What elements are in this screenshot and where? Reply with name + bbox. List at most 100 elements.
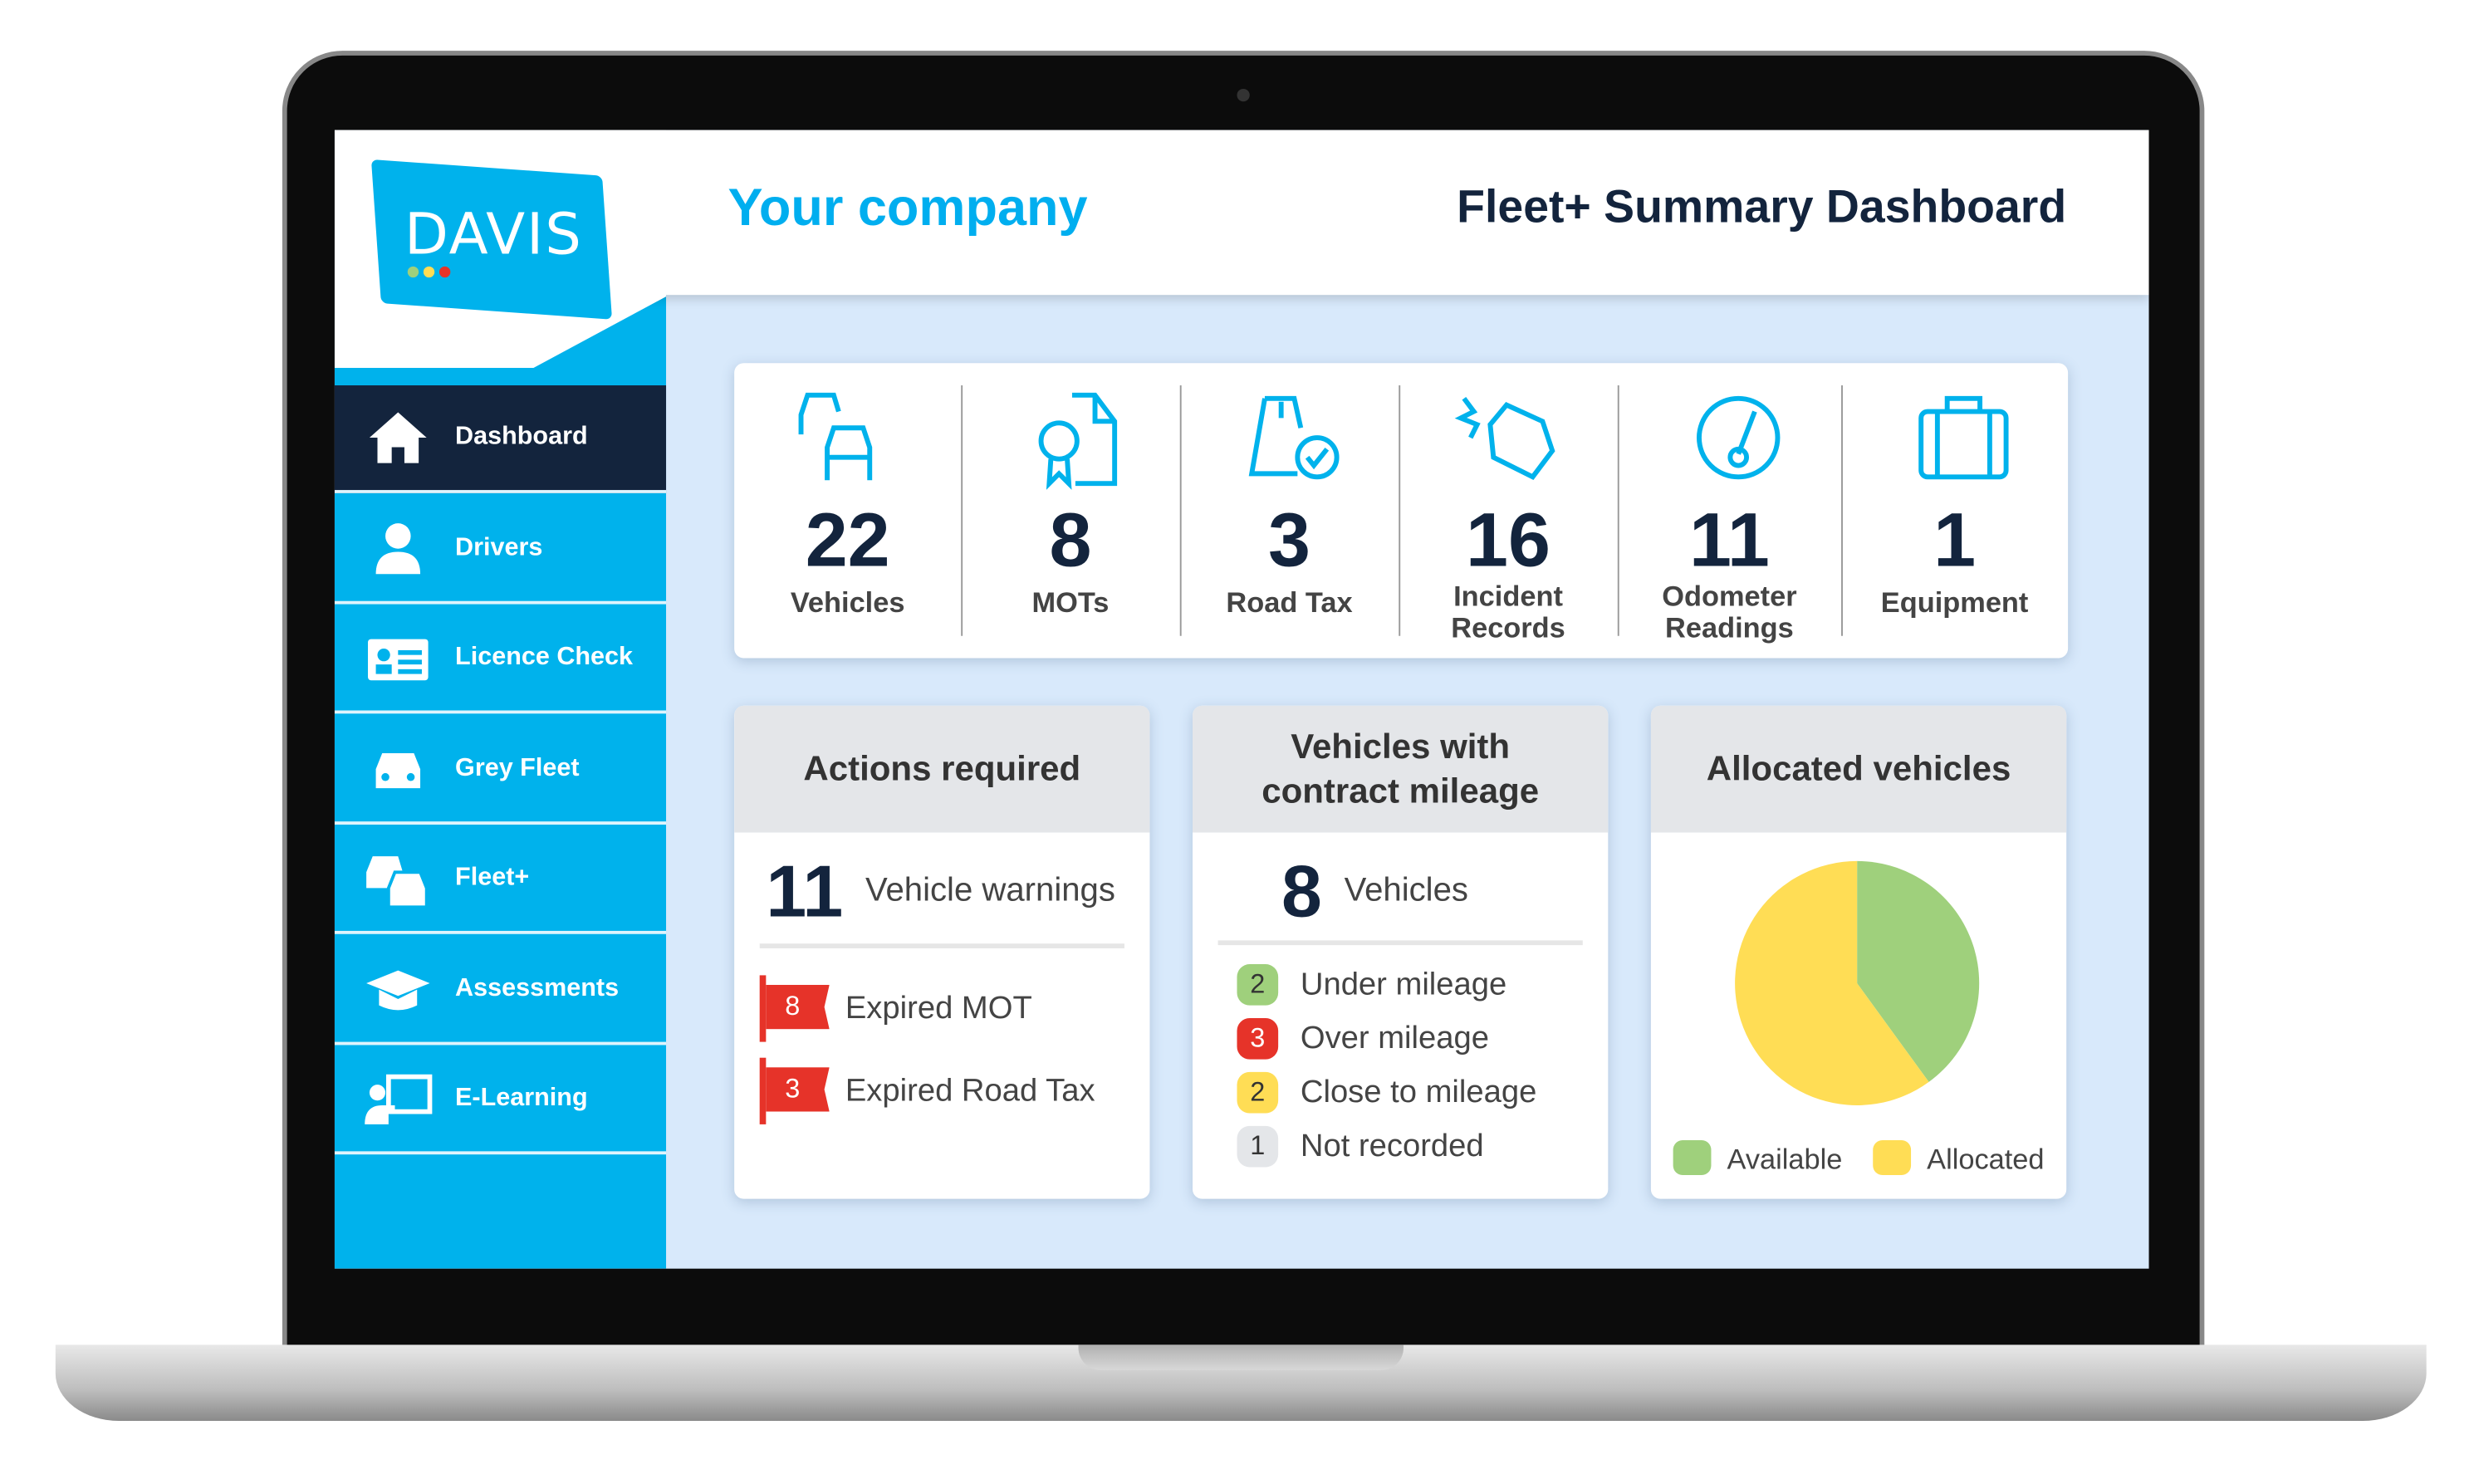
count-badge: 1 [1237, 1125, 1279, 1168]
warnings-label: Vehicle warnings [865, 872, 1115, 909]
stat-value: 1 [1933, 499, 1977, 584]
mileage-title: Vehicles with contract mileage [1193, 705, 1609, 833]
stat-label: Vehicles [790, 586, 905, 619]
divider [759, 943, 1124, 948]
briefcase-icon [1918, 395, 2008, 480]
mileage-item[interactable]: 1 Not recorded [1237, 1119, 1608, 1173]
mileage-label: Not recorded [1300, 1128, 1484, 1163]
divider [1179, 385, 1182, 636]
mileage-card: Vehicles with contract mileage 8 Vehicles … [1193, 705, 1609, 1199]
warnings-count: 11 [766, 850, 844, 933]
sidebar-item-label: Licence Check [455, 644, 634, 671]
cars-icon [366, 856, 429, 909]
home-icon [369, 412, 427, 463]
mileage-label: Close to mileage [1300, 1074, 1537, 1109]
sidebar-item-dashboard[interactable]: Dashboard [334, 385, 667, 493]
stat-vehicles[interactable]: 22 Vehicles [734, 363, 961, 658]
sidebar-item-grey-fleet[interactable]: Grey Fleet [334, 716, 667, 825]
pie-slice-available[interactable] [1857, 860, 1980, 1082]
certificate-icon [1038, 392, 1118, 490]
stat-label: Odometer Readings [1662, 580, 1797, 644]
camera [1237, 88, 1250, 102]
action-item[interactable]: 3 Expired Road Tax [759, 1050, 1150, 1132]
page-title: Fleet+ Summary Dashboard [1457, 182, 2067, 233]
flag-count: 8 [766, 984, 830, 1030]
stat-odometer-readings[interactable]: 11 Odometer Readings [1618, 363, 1841, 658]
logo-area: DAVIS [334, 130, 667, 369]
legend-swatch [1673, 1140, 1712, 1176]
divider [1617, 385, 1619, 636]
sidebar-item-label: Fleet+ [455, 864, 530, 892]
mileage-title-line1: Vehicles with [1291, 726, 1511, 766]
mileage-count: 8 [1281, 850, 1322, 933]
flag-icon: 8 [759, 975, 833, 1042]
allocated-card: Allocated vehicles Available Allocated [1650, 705, 2067, 1199]
stats-card: 22 Vehicles 8 MOTs 3 Road Tax 16 Incident Recor… [734, 363, 2069, 659]
legend-swatch [1873, 1140, 1912, 1176]
mileage-item[interactable]: 2 Under mileage [1237, 957, 1608, 1011]
gauge-icon [1696, 395, 1780, 480]
cars-icon [797, 392, 872, 481]
flag-icon: 3 [759, 1057, 833, 1124]
stat-label: Road Tax [1226, 586, 1353, 619]
actions-card: Actions required 11 Vehicle warnings 8 Exp… [734, 705, 1150, 1199]
divider [1399, 385, 1401, 636]
logo-dot-red [438, 266, 451, 278]
mileage-item[interactable]: 3 Over mileage [1237, 1011, 1608, 1065]
pie-chart: Available Allocated [1673, 860, 2045, 1176]
count-badge: 3 [1237, 1017, 1279, 1060]
sidebar-item-assessments[interactable]: Assessments [334, 937, 667, 1045]
laptop-notch [1078, 1344, 1404, 1370]
action-label: Expired Road Tax [845, 1072, 1095, 1108]
sidebar-item-label: Grey Fleet [455, 754, 580, 781]
count-badge: 2 [1237, 1071, 1279, 1114]
sidebar-item-fleet[interactable]: Fleet+ [334, 826, 667, 934]
company-name: Your company [728, 177, 1088, 237]
divider [1217, 940, 1583, 946]
mileage-label: Under mileage [1300, 966, 1507, 1002]
crash-icon [1454, 397, 1555, 481]
presentation-icon [365, 1074, 433, 1124]
stat-equipment[interactable]: 1 Equipment [1841, 363, 2068, 658]
legend-label: Available [1727, 1144, 1843, 1175]
sidebar-item-drivers[interactable]: Drivers [334, 496, 667, 604]
logo-text: DAVIS [404, 203, 583, 268]
mileage-item[interactable]: 2 Close to mileage [1237, 1065, 1608, 1119]
stat-incident-records[interactable]: 16 Incident Records [1399, 363, 1618, 658]
sidebar-item-label: Drivers [455, 533, 543, 561]
car-icon [375, 752, 421, 788]
divider [961, 385, 963, 636]
id-card-icon [368, 639, 429, 681]
legend-label: Allocated [1927, 1144, 2044, 1175]
logo-dot-green [407, 266, 419, 278]
sidebar-item-e-learning[interactable]: E-Learning [334, 1046, 667, 1155]
chart-title: Allocated vehicles [1650, 705, 2067, 833]
sidebar-item-label: E-Learning [455, 1085, 588, 1112]
road-check-icon [1248, 395, 1340, 480]
stat-mots[interactable]: 8 MOTs [961, 363, 1180, 658]
sidebar-item-label: Assessments [455, 974, 620, 1002]
sidebar-item-licence-check[interactable]: Licence Check [334, 605, 667, 714]
stat-label: Equipment [1880, 586, 2029, 619]
stat-value: 8 [1049, 499, 1092, 584]
screen: Your company Fleet+ Summary Dashboard DA… [334, 130, 2149, 1269]
sidebar-item-label: Dashboard [455, 423, 588, 451]
actions-title: Actions required [734, 705, 1150, 833]
logo-dot-yellow [423, 266, 435, 278]
mileage-title-line2: contract mileage [1261, 771, 1540, 811]
pie-slice-allocated[interactable] [1735, 860, 1929, 1105]
user-icon [375, 522, 421, 574]
action-item[interactable]: 8 Expired MOT [759, 967, 1150, 1050]
stat-label: Incident Records [1451, 580, 1565, 644]
stat-road-tax[interactable]: 3 Road Tax [1180, 363, 1399, 658]
graduation-cap-icon [366, 969, 430, 1010]
action-label: Expired MOT [845, 990, 1032, 1026]
stat-value: 11 [1688, 499, 1770, 584]
stat-value: 22 [805, 499, 890, 584]
stat-value: 3 [1267, 499, 1310, 584]
divider [1841, 385, 1843, 636]
mileage-label: Over mileage [1300, 1020, 1489, 1055]
count-badge: 2 [1237, 964, 1279, 1006]
flag-count: 3 [766, 1067, 830, 1112]
stat-label: MOTs [1031, 586, 1110, 619]
